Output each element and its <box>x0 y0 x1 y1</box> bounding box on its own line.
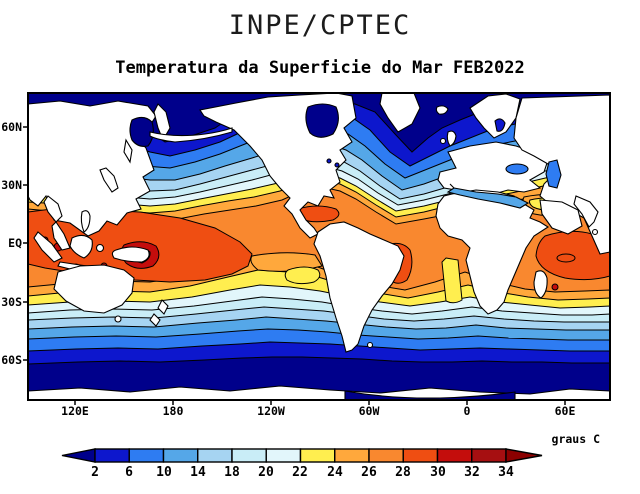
land-scandinavia <box>469 93 521 139</box>
land-borneo <box>69 234 93 259</box>
lon-label-120w: 120W <box>257 404 285 418</box>
svg-text:28: 28 <box>395 465 411 480</box>
sea-caspian <box>545 159 562 189</box>
land-ireland <box>439 137 447 145</box>
svg-text:2: 2 <box>91 465 99 480</box>
lon-label-180: 180 <box>163 404 184 418</box>
colorbar-labels: 2 6 10 14 18 20 22 24 26 28 30 32 34 <box>91 465 514 480</box>
colorbar-unit-label: graus C <box>552 432 601 446</box>
northern-sst-bands <box>28 93 610 225</box>
svg-text:24: 24 <box>327 465 343 480</box>
land-malaya <box>51 221 71 251</box>
svg-text:32: 32 <box>464 465 480 480</box>
colorbar-left-arrow <box>61 448 96 463</box>
southern-sst-bands <box>28 257 610 400</box>
svg-text:18: 18 <box>224 465 240 480</box>
colorbar: graus C 2 6 10 14 <box>61 432 601 480</box>
land-okhotsk-sea <box>129 116 154 147</box>
svg-text:10: 10 <box>156 465 172 480</box>
land-australia <box>53 264 135 314</box>
land-tasmania <box>114 315 122 323</box>
land-arabia <box>539 199 583 235</box>
land-hudson-bay <box>305 103 339 138</box>
lon-label-120e: 120E <box>61 404 89 418</box>
land-falklands <box>366 341 374 349</box>
lon-label-60e: 60E <box>555 404 576 418</box>
land-south-america <box>313 221 405 353</box>
land-sumatra <box>33 231 63 263</box>
svg-text:34: 34 <box>498 465 514 480</box>
svg-text:20: 20 <box>258 465 274 480</box>
svg-text:30: 30 <box>430 465 446 480</box>
land-philippines <box>80 210 91 233</box>
sea-mediterranean <box>446 187 530 209</box>
chart-subtitle: Temperatura da Superficie do Mar FEB2022 <box>115 58 525 78</box>
land-europe <box>437 141 549 197</box>
land-baltic-sea <box>494 118 506 132</box>
land-greenland <box>379 93 421 133</box>
lat-label-eq: EQ <box>8 236 22 250</box>
lon-label-60w: 60W <box>359 404 380 418</box>
lat-label-30s: 30S <box>1 295 22 309</box>
land-aleutians <box>149 127 233 143</box>
lat-label-60n: 60N <box>1 120 22 134</box>
y-axis-labels: 60N 30N EQ 30S 60S <box>1 120 22 367</box>
land-africa <box>435 189 550 315</box>
svg-text:14: 14 <box>190 465 206 480</box>
land-sri-lanka <box>591 228 599 236</box>
lat-label-60s: 60S <box>1 353 22 367</box>
land-sulawesi <box>95 243 105 253</box>
svg-text:26: 26 <box>361 465 377 480</box>
land-india <box>573 195 599 228</box>
land-sakhalin <box>123 138 133 164</box>
land-uk <box>446 130 457 147</box>
land-new-guinea <box>111 246 150 263</box>
land-nz-north <box>157 299 169 315</box>
lat-label-30n: 30N <box>1 178 22 192</box>
page-title: INPE/CPTEC <box>228 10 412 41</box>
svg-text:6: 6 <box>125 465 133 480</box>
land-iceland <box>435 105 449 115</box>
land-japan <box>99 167 119 193</box>
lon-label-0: 0 <box>464 404 471 418</box>
axis-ticks <box>23 126 566 405</box>
colorbar-right-arrow <box>505 448 543 463</box>
southern-ocean-edge <box>344 390 516 400</box>
land-madagascar <box>533 270 548 299</box>
land-nz-south <box>149 313 161 327</box>
svg-text:22: 22 <box>292 465 308 480</box>
map-area <box>28 93 610 400</box>
x-axis-labels: 120E 180 120W 60W 0 60E <box>61 404 575 418</box>
continents <box>28 93 610 400</box>
land-great-lakes <box>326 158 340 168</box>
map-frame <box>27 92 611 401</box>
sea-black <box>505 163 529 175</box>
